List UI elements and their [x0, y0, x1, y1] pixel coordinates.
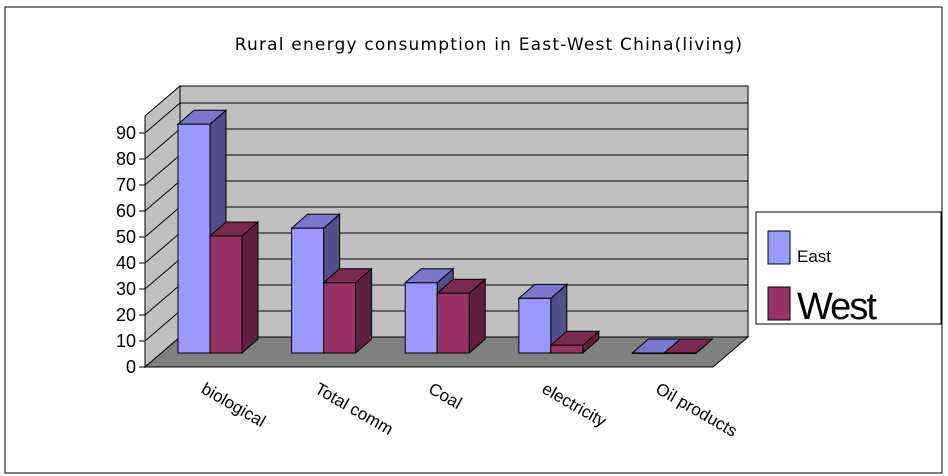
bar-front: [550, 344, 584, 354]
y-axis-ticks: 0 10 20 30 40 50 60 70 80 90: [116, 116, 146, 377]
bar-east-3: [517, 283, 569, 355]
y-tick-label: 0: [126, 357, 136, 377]
legend-swatch-east: [767, 230, 791, 265]
legend-label-west: West: [797, 286, 877, 328]
bar-west-3: [549, 330, 601, 355]
y-tick-label: 10: [116, 331, 136, 351]
bar-front: [663, 352, 697, 354]
bar-front: [177, 123, 211, 354]
y-tick-label: 60: [116, 201, 136, 221]
legend-label-east: East: [797, 247, 831, 266]
bar-side: [355, 267, 373, 355]
bar-front: [436, 292, 470, 354]
bar-side: [241, 220, 259, 355]
bar-front: [291, 227, 325, 354]
legend: East West: [755, 211, 942, 328]
y-tick-label: 70: [116, 175, 136, 195]
y-tick-label: 50: [116, 227, 136, 247]
bar-front: [518, 297, 552, 354]
bar-front: [404, 282, 438, 354]
bar-west-4: [663, 338, 714, 354]
bar-front: [209, 235, 243, 354]
y-tick-label: 80: [116, 149, 136, 169]
bar-front: [323, 282, 357, 354]
y-tick-label: 40: [116, 253, 136, 273]
y-tick-label: 20: [116, 305, 136, 325]
y-tick-label: 90: [116, 123, 136, 143]
bar-west-2: [435, 278, 487, 355]
bar-front: [631, 352, 665, 354]
chart-title: Rural energy consumption in East-West Ch…: [235, 35, 744, 55]
y-tick-label: 30: [116, 279, 136, 299]
bars: [176, 109, 714, 355]
bar-west-0: [208, 220, 260, 355]
gridline: [144, 102, 748, 134]
legend-swatch-west: [767, 286, 791, 321]
bar-west-1: [322, 267, 373, 355]
